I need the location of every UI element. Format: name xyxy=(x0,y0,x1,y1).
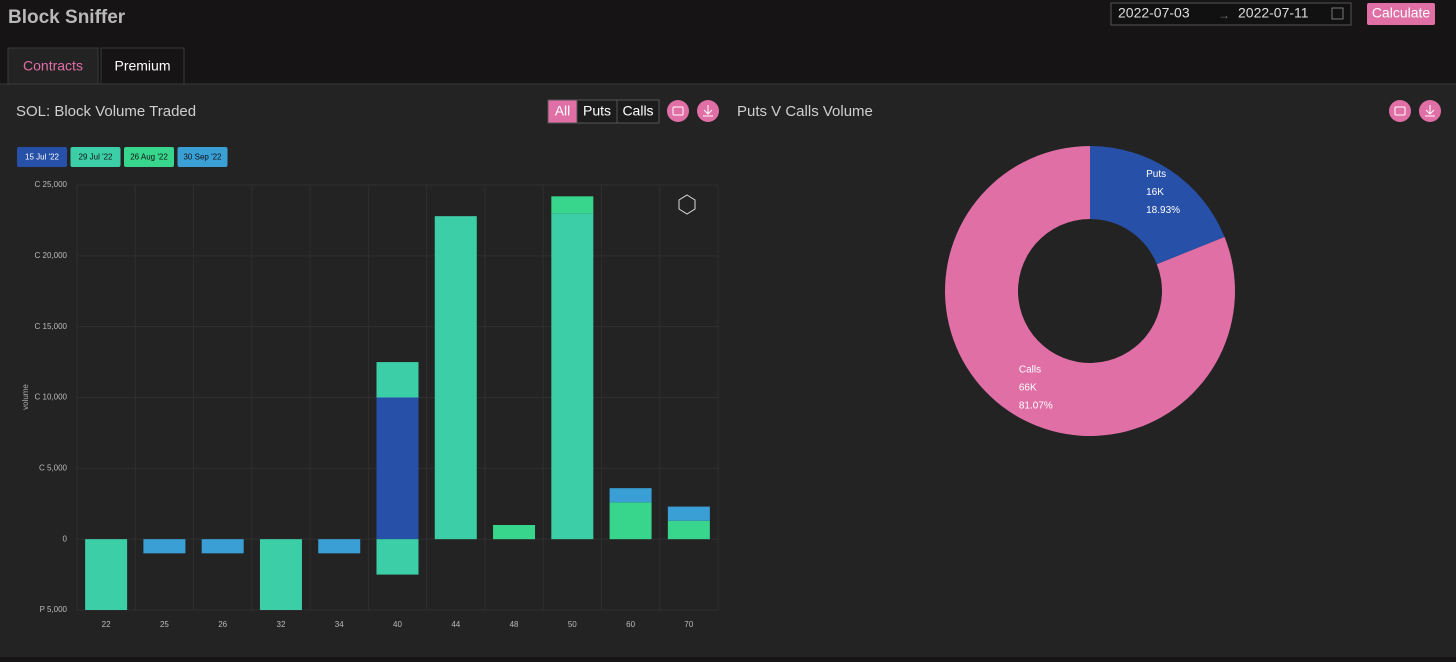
bar-segment xyxy=(85,539,128,610)
x-tick-label: 44 xyxy=(451,620,460,629)
bar-segment xyxy=(376,397,419,540)
calculate-button[interactable] xyxy=(1367,3,1435,25)
legend-label[interactable]: 26 Aug '22 xyxy=(130,153,168,162)
bar-segment xyxy=(376,539,419,575)
filter-button[interactable] xyxy=(616,99,660,124)
camera-button[interactable] xyxy=(1389,100,1411,122)
bar-segment xyxy=(143,539,186,554)
legend-swatch[interactable] xyxy=(17,147,67,167)
date-arrow: → xyxy=(1218,8,1230,22)
x-tick-label: 50 xyxy=(568,620,577,629)
x-tick-label: 26 xyxy=(218,620,227,629)
bar-segment xyxy=(551,213,594,540)
bar-segment xyxy=(201,539,244,554)
camera-icon xyxy=(1394,106,1406,116)
legend-label[interactable]: 29 Jul '22 xyxy=(79,153,114,162)
date-to[interactable]: 2022-07-11 xyxy=(1238,5,1309,21)
bar-segment xyxy=(609,502,652,540)
y-tick-label: P 5,000 xyxy=(40,605,68,614)
tab-label[interactable]: Contracts xyxy=(23,58,83,74)
y-tick-label: C 10,000 xyxy=(35,393,68,402)
filter-label[interactable]: All xyxy=(555,103,571,119)
filter-label[interactable]: Calls xyxy=(622,103,653,119)
bar-segment xyxy=(493,525,536,540)
download-icon xyxy=(1425,105,1435,117)
download-icon xyxy=(703,105,713,117)
legend-label[interactable]: 15 Jul '22 xyxy=(25,153,60,162)
y-tick-label: C 25,000 xyxy=(35,180,68,189)
pie-slice[interactable] xyxy=(945,146,1236,436)
x-tick-label: 32 xyxy=(277,620,286,629)
date-range[interactable] xyxy=(1110,2,1352,26)
y-tick-label: C 15,000 xyxy=(35,322,68,331)
chart-title: Puts V Calls Volume xyxy=(737,103,873,120)
calculate-label[interactable]: Calculate xyxy=(1372,5,1431,21)
slice-amount: 66K xyxy=(1019,382,1037,393)
tab[interactable] xyxy=(100,47,185,85)
slice-percent: 18.93% xyxy=(1146,205,1180,216)
slice-amount: 16K xyxy=(1146,187,1164,198)
x-tick-label: 22 xyxy=(102,620,111,629)
bar-segment xyxy=(318,539,361,554)
tab[interactable] xyxy=(7,47,99,85)
x-tick-label: 34 xyxy=(335,620,344,629)
legend-swatch[interactable] xyxy=(124,147,174,167)
panel xyxy=(0,84,1456,657)
legend-swatch[interactable] xyxy=(177,147,228,167)
legend-label[interactable]: 30 Sep '22 xyxy=(183,153,222,162)
bar-segment xyxy=(667,520,710,540)
bar-segment xyxy=(434,216,477,540)
x-tick-label: 60 xyxy=(626,620,635,629)
x-tick-label: 25 xyxy=(160,620,169,629)
x-tick-label: 40 xyxy=(393,620,402,629)
bar-segment xyxy=(259,539,302,610)
x-tick-label: 48 xyxy=(510,620,519,629)
pie-slice[interactable] xyxy=(1090,146,1225,265)
legend-swatch[interactable] xyxy=(70,147,121,167)
camera-button[interactable] xyxy=(667,100,689,122)
bar-segment xyxy=(376,362,419,398)
watermark-logo xyxy=(678,194,696,215)
slice-label: Calls xyxy=(1019,364,1041,375)
date-from[interactable]: 2022-07-03 xyxy=(1118,5,1190,21)
chart-title: SOL: Block Volume Traded xyxy=(16,103,196,120)
tab-label[interactable]: Premium xyxy=(114,58,170,74)
bar-segment xyxy=(667,506,710,521)
camera-icon xyxy=(672,106,684,116)
slice-label: Puts xyxy=(1146,169,1166,180)
bar-segment xyxy=(551,196,594,214)
x-tick-label: 70 xyxy=(684,620,693,629)
y-tick-label: 0 xyxy=(63,534,68,543)
app-title: Block Sniffer xyxy=(8,7,126,28)
slice-percent: 81.07% xyxy=(1019,400,1053,411)
calendar-icon[interactable] xyxy=(1331,7,1344,20)
y-tick-label: C 20,000 xyxy=(35,251,68,260)
filter-label[interactable]: Puts xyxy=(583,103,611,119)
bar-segment xyxy=(609,488,652,503)
y-tick-label: C 5,000 xyxy=(39,463,68,472)
y-axis-title: volume xyxy=(21,384,30,410)
